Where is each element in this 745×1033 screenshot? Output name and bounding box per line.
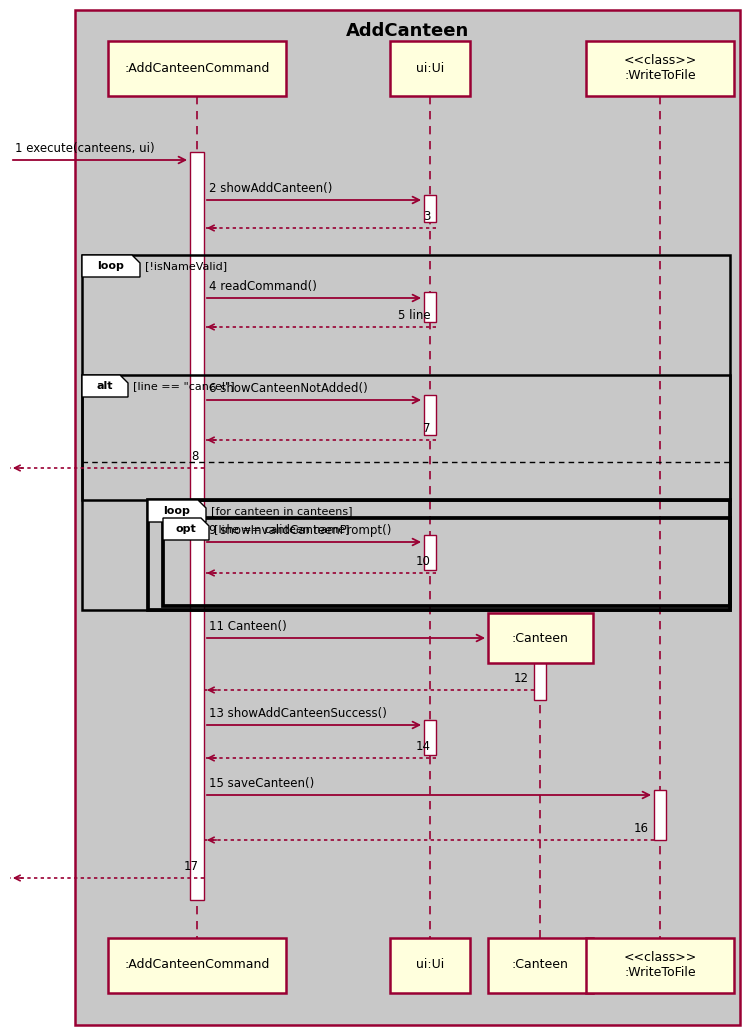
Bar bbox=[487, 938, 592, 993]
Text: ui:Ui: ui:Ui bbox=[416, 62, 444, 74]
Text: alt: alt bbox=[97, 381, 113, 392]
Text: opt: opt bbox=[176, 524, 197, 534]
Bar bbox=[487, 613, 592, 663]
Text: <<class>>
:WriteToFile: <<class>> :WriteToFile bbox=[624, 951, 697, 979]
Text: ui:Ui: ui:Ui bbox=[416, 959, 444, 971]
Bar bbox=[654, 790, 666, 840]
Bar bbox=[82, 255, 730, 611]
Bar bbox=[82, 375, 730, 500]
Text: 2 showAddCanteen(): 2 showAddCanteen() bbox=[209, 182, 332, 195]
Polygon shape bbox=[148, 500, 206, 522]
Bar bbox=[534, 660, 546, 700]
Polygon shape bbox=[82, 255, 140, 277]
Text: :Canteen: :Canteen bbox=[512, 631, 568, 645]
Bar bbox=[163, 518, 730, 606]
Bar bbox=[390, 938, 470, 993]
Text: loop: loop bbox=[98, 261, 124, 271]
Bar bbox=[586, 938, 734, 993]
Bar bbox=[424, 195, 436, 222]
Text: 3: 3 bbox=[424, 210, 431, 223]
Text: AddCanteen: AddCanteen bbox=[346, 22, 469, 40]
Text: loop: loop bbox=[164, 506, 191, 516]
Text: 9 showInvalidCanteenPrompt(): 9 showInvalidCanteenPrompt() bbox=[209, 524, 391, 537]
Text: 17: 17 bbox=[184, 860, 199, 873]
Text: 13 showAddCanteenSuccess(): 13 showAddCanteenSuccess() bbox=[209, 707, 387, 720]
Text: [line == "cancel"]: [line == "cancel"] bbox=[133, 381, 235, 392]
Bar bbox=[148, 500, 730, 611]
Text: 14: 14 bbox=[416, 740, 431, 753]
Text: 7: 7 bbox=[423, 422, 431, 435]
Bar bbox=[424, 535, 436, 570]
Bar bbox=[586, 40, 734, 95]
Bar bbox=[190, 152, 204, 900]
Bar bbox=[390, 40, 470, 95]
Text: :AddCanteenCommand: :AddCanteenCommand bbox=[124, 959, 270, 971]
Text: [line == canteen name]: [line == canteen name] bbox=[214, 524, 349, 534]
Bar bbox=[108, 40, 286, 95]
Bar bbox=[108, 938, 286, 993]
Text: 12: 12 bbox=[514, 672, 529, 685]
Bar bbox=[424, 395, 436, 435]
Text: 5 line: 5 line bbox=[399, 309, 431, 322]
Bar bbox=[424, 720, 436, 755]
Text: :Canteen: :Canteen bbox=[512, 959, 568, 971]
Text: 15 saveCanteen(): 15 saveCanteen() bbox=[209, 777, 314, 790]
Text: 10: 10 bbox=[416, 555, 431, 568]
Polygon shape bbox=[82, 375, 128, 397]
Text: 6 showCanteenNotAdded(): 6 showCanteenNotAdded() bbox=[209, 382, 368, 395]
Bar bbox=[424, 292, 436, 322]
Text: 8: 8 bbox=[191, 450, 199, 463]
Text: 11 Canteen(): 11 Canteen() bbox=[209, 620, 287, 633]
Polygon shape bbox=[163, 518, 209, 540]
Text: :AddCanteenCommand: :AddCanteenCommand bbox=[124, 62, 270, 74]
Bar bbox=[75, 10, 740, 1025]
Text: <<class>>
:WriteToFile: <<class>> :WriteToFile bbox=[624, 54, 697, 82]
Text: [for canteen in canteens]: [for canteen in canteens] bbox=[211, 506, 352, 516]
Text: 16: 16 bbox=[634, 822, 649, 835]
Text: 4 readCommand(): 4 readCommand() bbox=[209, 280, 317, 293]
Text: 1 execute(canteens, ui): 1 execute(canteens, ui) bbox=[15, 142, 155, 155]
Text: [!isNameValid]: [!isNameValid] bbox=[145, 261, 227, 271]
